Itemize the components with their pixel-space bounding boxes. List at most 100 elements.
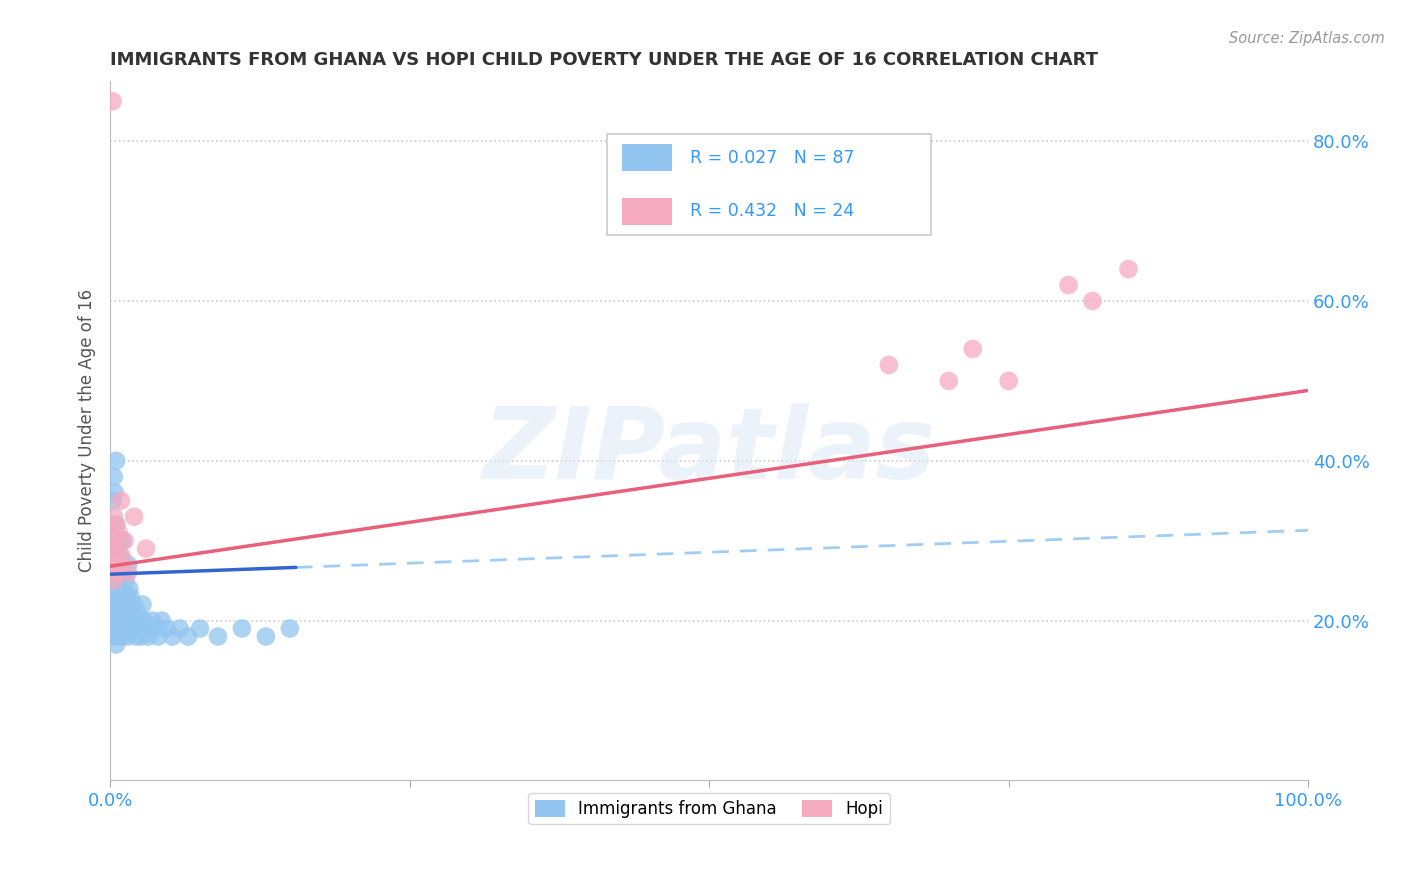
Point bbox=[135, 541, 157, 556]
Point bbox=[105, 630, 128, 644]
Point bbox=[111, 533, 134, 548]
Point bbox=[112, 614, 135, 628]
Point bbox=[150, 614, 173, 628]
Legend: Immigrants from Ghana, Hopi: Immigrants from Ghana, Hopi bbox=[529, 793, 890, 824]
Point bbox=[125, 630, 148, 644]
Point bbox=[105, 541, 128, 556]
Point bbox=[114, 614, 136, 628]
Point bbox=[131, 630, 153, 644]
Point bbox=[129, 614, 152, 628]
Point bbox=[108, 614, 131, 628]
Point bbox=[110, 566, 132, 580]
Point bbox=[100, 574, 122, 588]
Point bbox=[177, 630, 200, 644]
Point bbox=[117, 558, 139, 572]
Point bbox=[105, 566, 128, 580]
Point bbox=[110, 598, 132, 612]
Point bbox=[131, 598, 153, 612]
Point bbox=[114, 566, 136, 580]
Point bbox=[135, 622, 157, 636]
Point bbox=[103, 469, 125, 483]
Point bbox=[104, 549, 127, 564]
Point bbox=[107, 598, 129, 612]
Point bbox=[110, 622, 132, 636]
Point bbox=[1081, 293, 1104, 308]
Point bbox=[114, 574, 136, 588]
Point bbox=[254, 630, 277, 644]
Point bbox=[146, 630, 169, 644]
Point bbox=[103, 566, 125, 580]
Point bbox=[105, 541, 128, 556]
Point bbox=[122, 622, 145, 636]
Point bbox=[108, 558, 131, 572]
Point bbox=[169, 622, 191, 636]
Point bbox=[105, 614, 128, 628]
Point bbox=[101, 533, 124, 548]
Point bbox=[111, 630, 134, 644]
Point bbox=[105, 606, 128, 620]
Text: IMMIGRANTS FROM GHANA VS HOPI CHILD POVERTY UNDER THE AGE OF 16 CORRELATION CHAR: IMMIGRANTS FROM GHANA VS HOPI CHILD POVE… bbox=[110, 51, 1098, 69]
Point bbox=[101, 590, 124, 604]
Text: Source: ZipAtlas.com: Source: ZipAtlas.com bbox=[1229, 31, 1385, 46]
Point bbox=[124, 614, 146, 628]
Point bbox=[112, 590, 135, 604]
Point bbox=[103, 574, 125, 588]
Point bbox=[105, 574, 128, 588]
Point bbox=[107, 525, 129, 540]
Point bbox=[104, 549, 127, 564]
Point bbox=[877, 358, 900, 372]
Point bbox=[1118, 262, 1140, 277]
Point bbox=[103, 582, 125, 596]
Point bbox=[105, 517, 128, 532]
Point bbox=[111, 606, 134, 620]
Point bbox=[100, 558, 122, 572]
Point bbox=[101, 533, 124, 548]
Point bbox=[103, 541, 125, 556]
Point bbox=[155, 622, 177, 636]
Point bbox=[101, 95, 124, 109]
Point bbox=[101, 558, 124, 572]
Point bbox=[114, 622, 136, 636]
Point bbox=[107, 622, 129, 636]
Point bbox=[278, 622, 301, 636]
Point bbox=[104, 485, 127, 500]
Point bbox=[105, 566, 128, 580]
Point bbox=[997, 374, 1019, 388]
Point bbox=[108, 582, 131, 596]
Point bbox=[128, 622, 150, 636]
Point bbox=[104, 622, 127, 636]
Point bbox=[117, 598, 139, 612]
FancyBboxPatch shape bbox=[607, 134, 931, 235]
Point bbox=[100, 517, 122, 532]
Point bbox=[105, 638, 128, 652]
Point bbox=[108, 549, 131, 564]
Text: ZIPatlas: ZIPatlas bbox=[482, 403, 936, 500]
Point bbox=[138, 630, 160, 644]
Point bbox=[1057, 278, 1080, 293]
Point bbox=[145, 622, 167, 636]
Point bbox=[105, 517, 128, 532]
Text: R = 0.432   N = 24: R = 0.432 N = 24 bbox=[690, 202, 855, 220]
Point bbox=[141, 614, 163, 628]
Point bbox=[101, 493, 124, 508]
Point bbox=[103, 509, 125, 524]
Point bbox=[111, 549, 134, 564]
Point bbox=[114, 598, 136, 612]
Point bbox=[162, 630, 184, 644]
Point bbox=[962, 342, 984, 356]
Y-axis label: Child Poverty Under the Age of 16: Child Poverty Under the Age of 16 bbox=[79, 289, 96, 573]
Point bbox=[122, 614, 145, 628]
Point bbox=[231, 622, 253, 636]
Point bbox=[115, 622, 138, 636]
Point bbox=[188, 622, 211, 636]
Point bbox=[107, 558, 129, 572]
Point bbox=[122, 509, 145, 524]
Point bbox=[122, 598, 145, 612]
Point bbox=[105, 590, 128, 604]
Point bbox=[104, 598, 127, 612]
Point bbox=[111, 582, 134, 596]
Point bbox=[114, 533, 136, 548]
Point bbox=[938, 374, 960, 388]
FancyBboxPatch shape bbox=[621, 198, 672, 225]
Point bbox=[101, 614, 124, 628]
